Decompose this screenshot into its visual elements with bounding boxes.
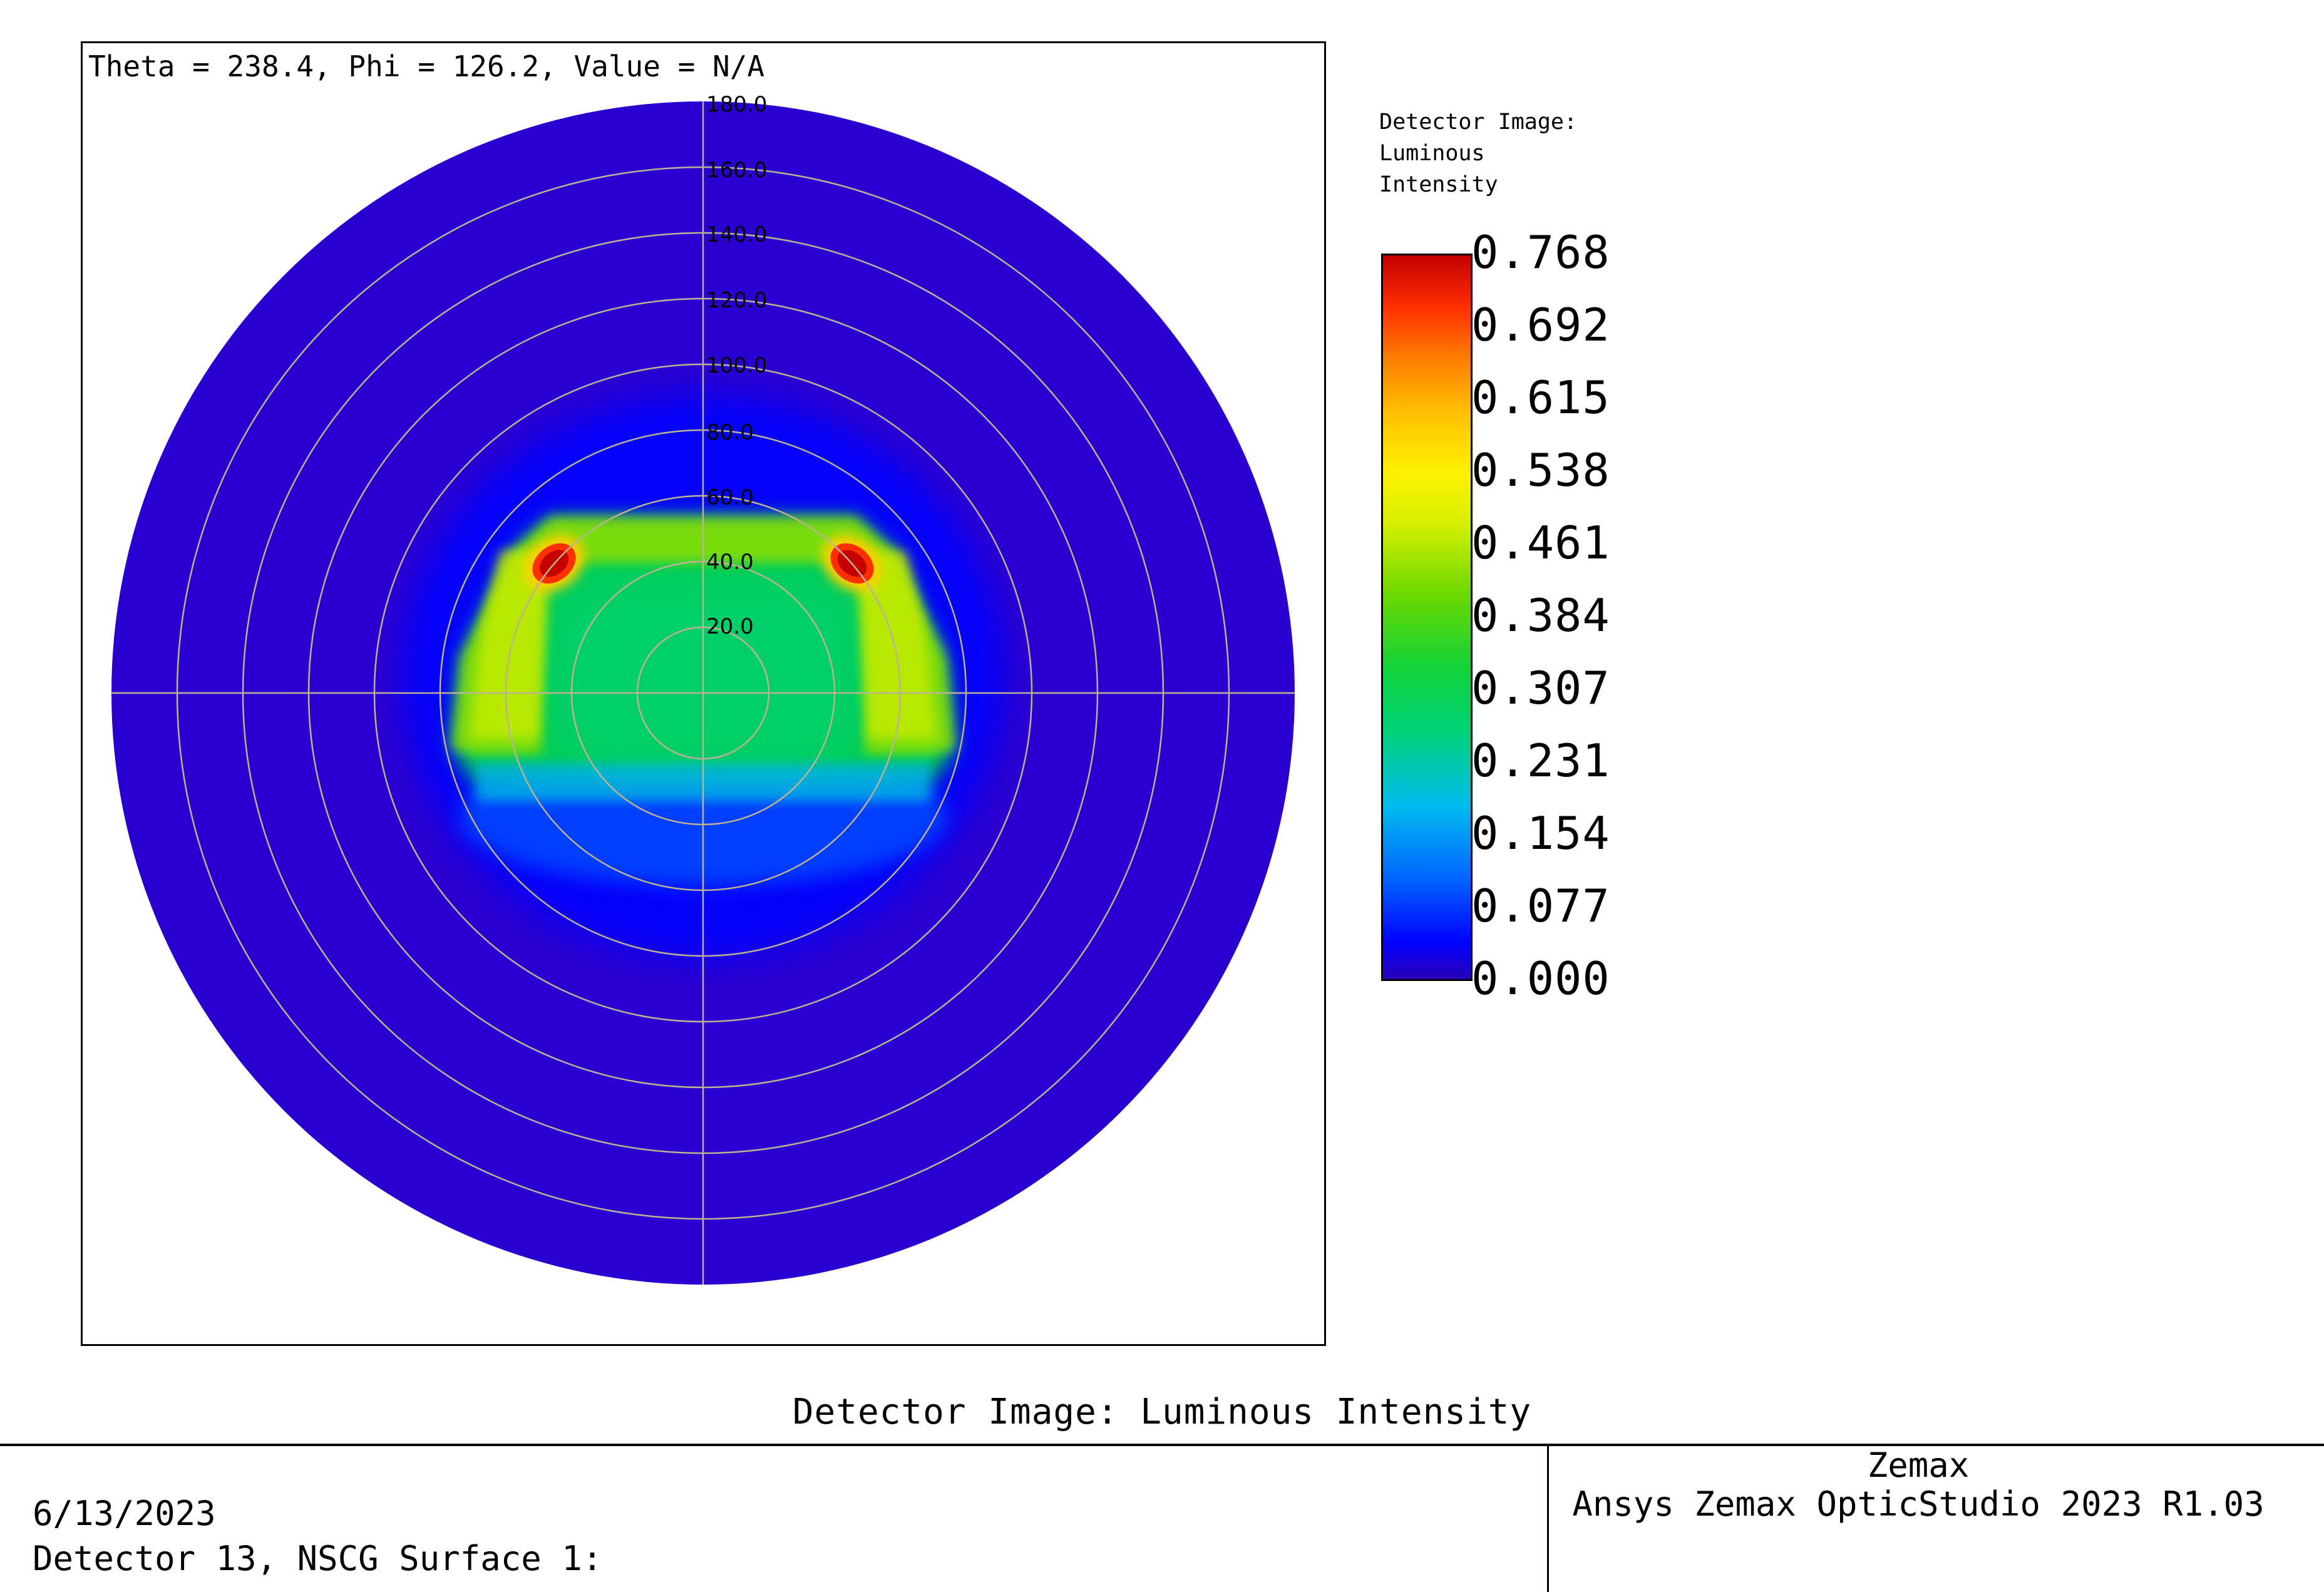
tick-label-80: 80.0: [706, 420, 754, 445]
cursor-readout: Theta = 238.4, Phi = 126.2, Value = N/A: [88, 49, 765, 83]
footer-divider: [1547, 1444, 1549, 1592]
colorbar-label-0: 0.768: [1471, 226, 1610, 279]
footer-date: 6/13/2023: [33, 1494, 216, 1533]
tick-label-20: 20.0: [706, 614, 754, 639]
colorbar-label-5: 0.384: [1471, 589, 1610, 642]
colorbar-label-7: 0.231: [1471, 734, 1610, 787]
colorbar-label-10: 0.000: [1471, 952, 1610, 1005]
footer-product: Ansys Zemax OpticStudio 2023 R1.03: [1572, 1484, 2265, 1524]
colorbar-label-8: 0.154: [1471, 807, 1610, 860]
tick-label-60: 60.0: [706, 485, 754, 510]
tick-label-120: 120.0: [706, 288, 767, 313]
colorbar-label-3: 0.538: [1471, 444, 1610, 496]
footer-separator: [0, 1444, 2324, 1446]
tick-label-160: 160.0: [706, 158, 767, 183]
footer-detector: Detector 13, NSCG Surface 1:: [33, 1539, 603, 1578]
footer-company: Zemax: [1867, 1446, 1970, 1485]
colorbar: [1381, 254, 1473, 981]
polar-grid: [111, 101, 1295, 1285]
legend-title: Detector Image: Luminous Intensity: [1379, 110, 1578, 197]
tick-label-180: 180.0: [706, 92, 767, 117]
central-plateau: [551, 582, 858, 764]
colorbar-label-9: 0.077: [1471, 880, 1610, 932]
colorbar-label-6: 0.307: [1471, 662, 1610, 714]
plot-title: Detector Image: Luminous Intensity: [792, 1392, 1532, 1432]
tick-label-40: 40.0: [706, 550, 754, 575]
colorbar-label-4: 0.461: [1471, 516, 1610, 569]
colorbar-label-1: 0.692: [1471, 299, 1610, 351]
tick-label-100: 100.0: [706, 353, 767, 378]
colorbar-label-2: 0.615: [1471, 371, 1610, 424]
tick-label-140: 140.0: [706, 222, 767, 247]
radial-tick-labels: 20.0 40.0 60.0 80.0 100.0 120.0 140.0 16…: [706, 92, 767, 639]
